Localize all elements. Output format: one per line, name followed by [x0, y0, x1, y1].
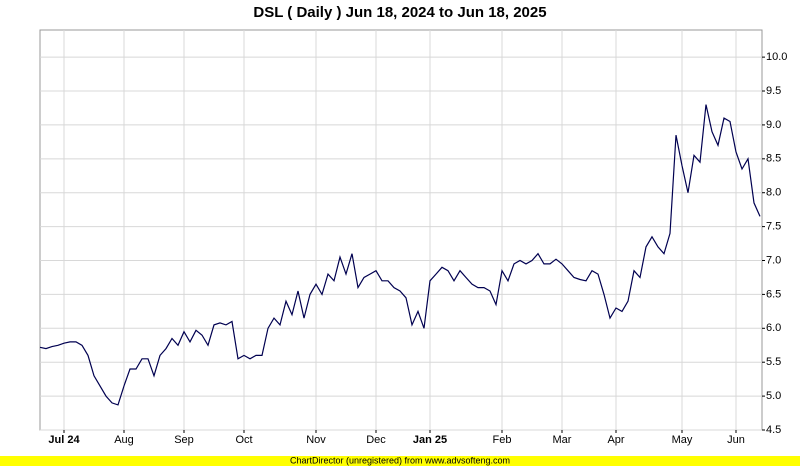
y-tick-label: 9.5 [766, 85, 781, 97]
x-tick-label: Dec [366, 434, 386, 446]
x-tick-label: May [672, 434, 693, 446]
y-tick-label: 5.5 [766, 356, 781, 368]
y-tick-label: 4.5 [766, 424, 781, 436]
footer-bar [0, 456, 800, 466]
y-tick-label: 10.0 [766, 51, 787, 63]
x-tick-label: Oct [235, 434, 252, 446]
footer: ChartDirector (unregistered) from www.ad… [290, 455, 510, 465]
x-tick-label: Nov [306, 434, 326, 446]
y-tick-label: 6.5 [766, 288, 781, 300]
plot-area [39, 29, 763, 431]
x-tick-label: Jan 25 [413, 434, 447, 446]
y-tick-label: 8.5 [766, 153, 781, 165]
price-line [39, 104, 761, 406]
x-tick-label: Mar [553, 434, 572, 446]
chart-title: DSL ( Daily ) Jun 18, 2024 to Jun 18, 20… [253, 4, 546, 21]
y-tick-label: 9.0 [766, 119, 781, 131]
x-tick-label: Apr [607, 434, 624, 446]
y-tick-label: 5.0 [766, 390, 781, 402]
x-tick-label: Jun [727, 434, 745, 446]
y-tick-label: 8.0 [766, 187, 781, 199]
y-tick-label: 6.0 [766, 322, 781, 334]
x-tick-label: Jul 24 [48, 434, 80, 446]
y-tick-label: 7.0 [766, 254, 781, 266]
y-tick-label: 7.5 [766, 221, 781, 233]
x-tick-label: Feb [493, 434, 512, 446]
x-tick-label: Aug [114, 434, 134, 446]
x-tick-label: Sep [174, 434, 194, 446]
